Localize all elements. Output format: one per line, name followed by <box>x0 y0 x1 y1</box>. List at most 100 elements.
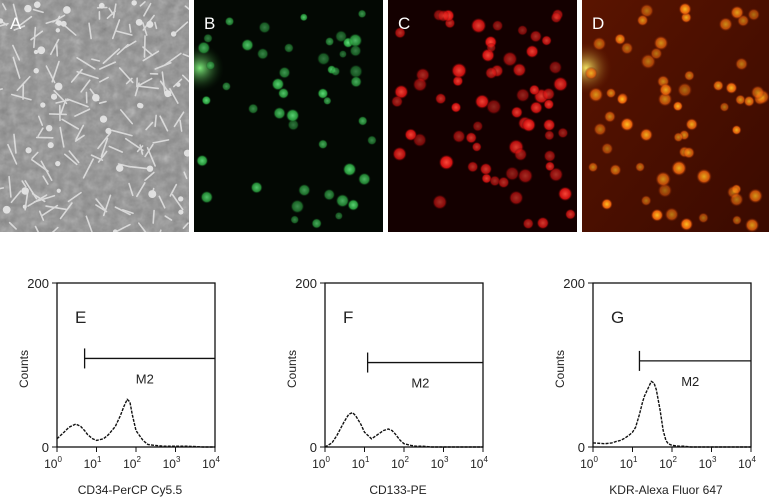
cell-body <box>99 115 108 123</box>
fluorescent-cell <box>731 215 742 226</box>
panel-label-b: B <box>204 14 216 33</box>
fluorescent-cell <box>528 84 540 96</box>
cell-outline <box>169 183 178 197</box>
fluorescent-cell <box>330 66 341 77</box>
x-tick-exponent: 3 <box>176 455 181 464</box>
fluorescent-cell <box>678 2 692 16</box>
cell-outline <box>59 202 73 220</box>
panel-label-d: D <box>592 14 605 33</box>
fluorescent-cell <box>392 146 407 162</box>
fluorescent-cell <box>287 119 300 131</box>
gate-label: M2 <box>136 371 154 386</box>
fluorescent-cell <box>513 147 528 162</box>
fluorescent-cell <box>283 43 294 53</box>
fluorescent-cell <box>685 118 699 131</box>
fluorescent-cell <box>544 130 555 141</box>
cell-body <box>178 196 184 202</box>
cell-outline <box>97 150 108 163</box>
cell-outline <box>169 88 179 104</box>
fluorescent-cell <box>432 194 448 210</box>
fluorescent-cell <box>543 149 556 163</box>
cell-outline <box>40 160 53 182</box>
cell-outline <box>76 70 99 80</box>
cell-body <box>21 187 29 195</box>
cell-body <box>183 149 189 157</box>
fluorescent-cell <box>298 183 311 197</box>
cell-outline <box>8 221 17 230</box>
x-axis-label: KDR-Alexa Fluor 647 <box>609 483 723 497</box>
panel-label: F <box>343 308 353 327</box>
cell-outline <box>30 30 44 41</box>
x-tick-exponent: 4 <box>215 455 220 464</box>
fluorescent-cell <box>350 75 362 88</box>
micrograph-d: D <box>582 0 769 232</box>
fluorescent-cell <box>391 95 404 108</box>
fluorescent-cell <box>504 166 520 181</box>
fluorescent-cell <box>682 146 695 159</box>
cell-outline <box>48 113 67 116</box>
fluorescent-cell <box>502 51 518 67</box>
x-tick-label: 102 <box>391 455 409 471</box>
cell-outline <box>34 225 40 232</box>
fluorescent-cell <box>548 60 563 75</box>
fluorescent-cell <box>696 168 712 185</box>
fluorescent-cell <box>318 139 328 150</box>
cell-outline <box>152 209 155 224</box>
x-tick-label: 101 <box>620 455 638 471</box>
cell-body <box>22 204 27 209</box>
fluorescent-cell <box>277 87 290 99</box>
fluorescent-cell <box>671 160 687 177</box>
x-tick-base: 10 <box>431 457 445 471</box>
cell-outline <box>0 187 5 190</box>
cell-outline <box>42 175 49 185</box>
cell-outline <box>16 75 31 92</box>
fluorescent-cell <box>529 30 543 43</box>
fluorescent-cell <box>639 3 654 18</box>
fluorescent-cell <box>250 181 263 194</box>
cell-body <box>0 18 4 24</box>
cell-outline <box>66 98 89 108</box>
cell-outline <box>12 3 20 25</box>
fluorescent-cell <box>452 129 466 144</box>
cell-outline <box>161 71 166 94</box>
cell-outline <box>142 50 160 62</box>
fluorescent-cell <box>683 70 695 82</box>
cell-outline <box>183 171 188 180</box>
cell-outline <box>60 98 67 114</box>
fluorescent-cell <box>437 9 450 23</box>
cell-body <box>47 142 54 149</box>
cell-body <box>63 6 71 14</box>
fluorescent-cell <box>394 26 406 39</box>
fluorescent-cell <box>587 161 599 173</box>
cell-outline <box>137 222 147 232</box>
cell-outline <box>88 22 92 40</box>
y-axis-label: Counts <box>553 350 567 388</box>
cell-outline <box>182 53 189 58</box>
cell-outline <box>45 65 56 84</box>
fluorescent-cell <box>485 98 502 115</box>
fluorescent-cell <box>465 131 478 144</box>
cell-outline <box>8 175 12 198</box>
cell-outline <box>37 115 44 127</box>
x-tick-label: 101 <box>84 455 102 471</box>
fluorescent-cell <box>508 190 524 206</box>
cell-body <box>25 147 32 154</box>
cell-outline <box>32 8 44 14</box>
cell-outline <box>164 215 173 221</box>
cell-body <box>60 20 67 27</box>
cell-outline <box>143 35 146 58</box>
fluorescent-cell <box>588 87 604 103</box>
fluorescent-cell <box>541 35 552 46</box>
cell-outline <box>76 56 96 70</box>
cell-outline <box>102 48 120 65</box>
cell-body <box>98 2 105 9</box>
y-axis-label: Counts <box>285 350 299 388</box>
cell-outline <box>55 43 59 57</box>
micrograph-d-image <box>582 0 769 232</box>
cell-outline <box>90 154 104 161</box>
cell-body <box>170 31 177 37</box>
cell-outline <box>85 215 93 232</box>
cell-outline <box>75 124 85 141</box>
cell-outline <box>1 3 7 11</box>
